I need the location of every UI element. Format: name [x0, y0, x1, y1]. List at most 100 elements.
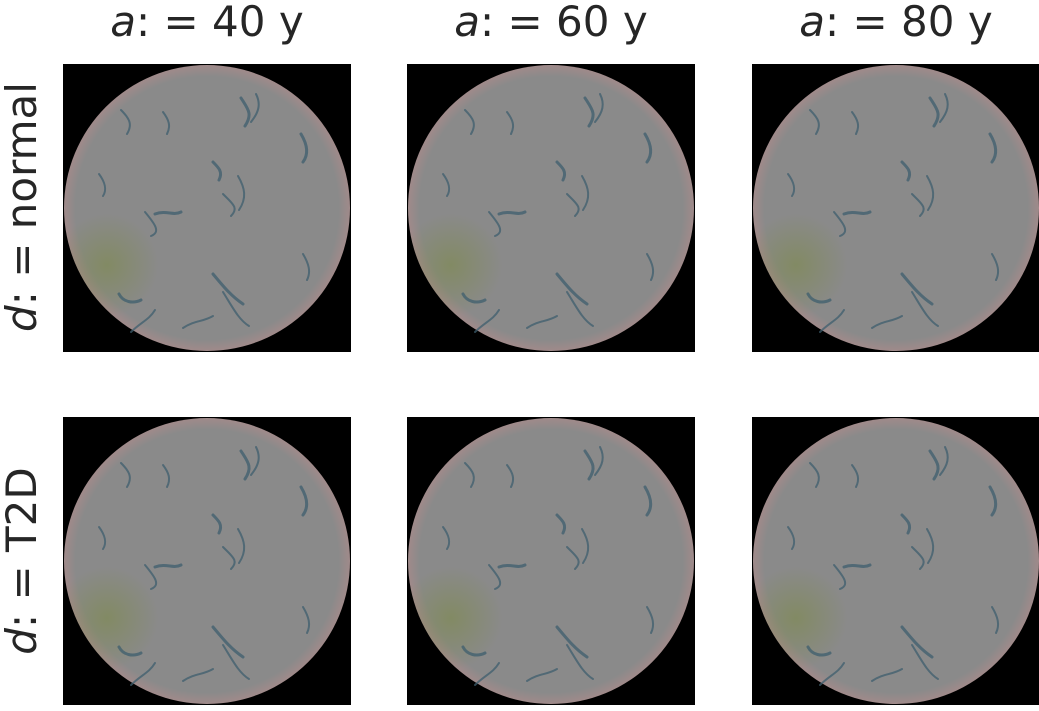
- vessel-mark: [222, 644, 250, 680]
- vessel-mark: [926, 528, 935, 564]
- vessel-mark: [581, 528, 590, 564]
- column-title-var: a: [110, 0, 137, 46]
- fundus-tint: [753, 418, 1039, 704]
- vessel-mark: [819, 309, 845, 333]
- vessel-mark: [130, 662, 156, 686]
- vessel-mark: [526, 668, 558, 682]
- vessel-mark: [939, 93, 949, 123]
- column-title-text: : = 80 y: [825, 0, 993, 46]
- vessel-mark: [237, 175, 246, 211]
- vessel-mark: [222, 193, 236, 217]
- vessel-mark: [117, 645, 143, 657]
- vessel-mark: [583, 449, 595, 481]
- vessel-mark: [809, 462, 820, 488]
- vessel-mark: [900, 272, 934, 306]
- vessel-mark: [488, 564, 502, 590]
- vessel-mark: [222, 546, 236, 570]
- column-title-80y: a: = 80 y: [752, 0, 1039, 50]
- fundus-tint: [408, 65, 694, 351]
- vessel-mark: [162, 111, 171, 135]
- vessel-mark: [833, 564, 847, 590]
- vessel-mark: [819, 662, 845, 686]
- vessel-mark: [991, 253, 1000, 281]
- column-title-var: a: [454, 0, 481, 46]
- vessel-mark: [98, 526, 107, 550]
- vessel-mark: [302, 606, 311, 634]
- vessel-mark: [928, 96, 940, 128]
- vessel-mark: [299, 132, 309, 164]
- vessel-mark: [464, 109, 475, 135]
- row-title-t2d: d: = T2D: [0, 411, 50, 711]
- vessel-mark: [474, 662, 500, 686]
- vessel-mark: [833, 211, 847, 237]
- column-title-40y: a: = 40 y: [63, 0, 351, 50]
- vessel-mark: [842, 210, 872, 216]
- vessel-mark: [153, 563, 183, 569]
- vessel-mark: [211, 272, 245, 306]
- fundus-graphic: [407, 417, 695, 705]
- vessel-mark: [842, 563, 872, 569]
- vessel-mark: [302, 253, 311, 281]
- vessel-mark: [144, 564, 158, 590]
- vessel-mark: [566, 546, 580, 570]
- fundus-graphic: [63, 64, 351, 352]
- vessel-mark: [594, 446, 604, 476]
- vessel-mark: [566, 644, 594, 680]
- vessel-mark: [566, 291, 594, 327]
- vessel-mark: [442, 173, 451, 197]
- vessel-mark: [939, 446, 949, 476]
- vessel-mark: [555, 513, 567, 535]
- vessel-mark: [806, 645, 832, 657]
- vessel-mark: [900, 625, 934, 659]
- vessel-mark: [488, 211, 502, 237]
- vessel-mark: [120, 462, 131, 488]
- vessel-mark: [555, 625, 589, 659]
- vessel-mark: [581, 175, 590, 211]
- vessel-mark: [461, 645, 487, 657]
- vessel-mark: [497, 210, 527, 216]
- vessel-mark: [497, 563, 527, 569]
- vessel-mark: [555, 272, 589, 306]
- vessel-mark: [117, 292, 143, 304]
- fundus-tint: [64, 418, 350, 704]
- vessel-mark: [506, 464, 515, 488]
- vessel-mark: [442, 526, 451, 550]
- vessel-mark: [506, 111, 515, 135]
- vessel-mark: [130, 309, 156, 333]
- vessel-mark: [211, 513, 223, 535]
- fundus-graphic: [752, 64, 1039, 352]
- fundus-image-normal-80y: [752, 64, 1039, 352]
- row-title-normal: d: = normal: [0, 57, 50, 357]
- vessel-mark: [239, 96, 251, 128]
- fundus-graphic: [407, 64, 695, 352]
- row-title-text: : = T2D: [0, 467, 46, 629]
- row-title-var: d: [0, 305, 46, 332]
- vessel-mark: [871, 315, 903, 329]
- fundus-tint: [64, 65, 350, 351]
- vessel-mark: [787, 526, 796, 550]
- vessel-mark: [806, 292, 832, 304]
- vessel-mark: [851, 111, 860, 135]
- vessel-mark: [900, 160, 912, 182]
- vessel-mark: [900, 513, 912, 535]
- vessel-mark: [566, 193, 580, 217]
- vessel-mark: [526, 315, 558, 329]
- vessel-mark: [594, 93, 604, 123]
- column-title-text: : = 40 y: [136, 0, 304, 46]
- vessel-mark: [555, 160, 567, 182]
- vessel-mark: [911, 291, 939, 327]
- vessel-mark: [239, 449, 251, 481]
- vessel-mark: [182, 315, 214, 329]
- vessel-mark: [643, 132, 653, 164]
- vessel-mark: [144, 211, 158, 237]
- row-title-text: : = normal: [0, 82, 46, 306]
- fundus-graphic: [752, 417, 1039, 705]
- vessel-mark: [222, 291, 250, 327]
- vessel-mark: [911, 193, 925, 217]
- vessel-mark: [464, 462, 475, 488]
- vessel-mark: [211, 160, 223, 182]
- column-title-text: : = 60 y: [480, 0, 648, 46]
- vessel-mark: [250, 446, 260, 476]
- fundus-image-normal-60y: [407, 64, 695, 352]
- vessel-mark: [851, 464, 860, 488]
